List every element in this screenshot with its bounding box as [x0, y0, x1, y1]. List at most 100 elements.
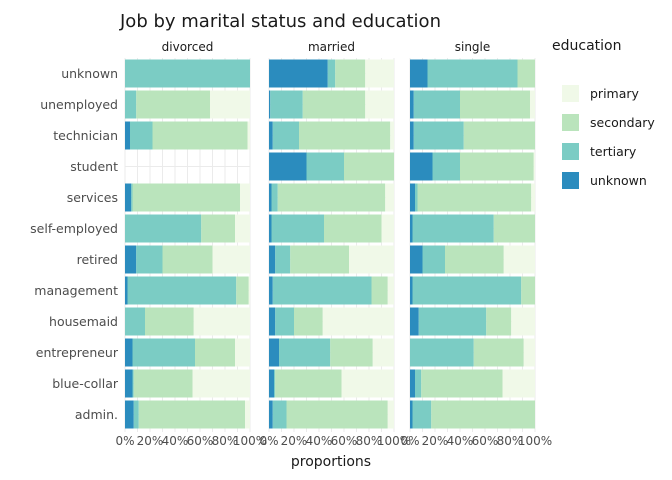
- bar-single-unemployed-tertiary: [413, 90, 460, 119]
- bar-divorced-housemaid-secondary: [145, 307, 194, 336]
- bar-single-unemployed-secondary: [460, 90, 530, 119]
- bar-divorced-housemaid-tertiary: [125, 307, 145, 336]
- bar-married-admin.-tertiary: [272, 400, 287, 429]
- bar-single-retired-secondary: [445, 245, 504, 274]
- legend-swatch-secondary: [562, 114, 579, 131]
- bar-divorced-management-unknown: [125, 276, 128, 305]
- bar-married-retired-tertiary: [275, 245, 291, 274]
- y-tick-label: services: [67, 190, 118, 205]
- bar-divorced-technician-tertiary: [130, 121, 153, 150]
- legend-swatch-tertiary: [562, 143, 579, 160]
- x-tick-label: 40%: [306, 434, 333, 448]
- y-tick-label: student: [70, 159, 118, 174]
- bar-divorced-admin.-secondary: [138, 400, 245, 429]
- bar-divorced-entrepreneur-tertiary: [132, 338, 195, 367]
- x-tick-label: 40%: [447, 434, 474, 448]
- chart-title: Job by marital status and education: [119, 11, 441, 32]
- bar-single-unemployed-primary: [530, 90, 535, 119]
- bar-single-admin.-tertiary: [412, 400, 432, 429]
- bar-married-blue-collar-unknown: [269, 369, 274, 398]
- x-tick-label: 20%: [137, 434, 164, 448]
- x-tick-label: 80%: [212, 434, 239, 448]
- bar-single-blue-collar-tertiary: [415, 369, 422, 398]
- bar-single-unemployed-unknown: [410, 90, 414, 119]
- bar-divorced-technician-primary: [247, 121, 250, 150]
- bar-single-housemaid-primary: [511, 307, 535, 336]
- bar-single-unknown-unknown: [410, 59, 428, 88]
- legend: education primary secondary tertiary unknow…: [552, 38, 655, 189]
- bar-married-self-employed-primary: [381, 214, 394, 243]
- bar-divorced-housemaid-primary: [193, 307, 250, 336]
- bar-single-self-employed-secondary: [493, 214, 535, 243]
- bar-married-management-tertiary: [272, 276, 372, 305]
- x-tick-label: 60%: [331, 434, 358, 448]
- bar-married-technician-secondary: [299, 121, 391, 150]
- bar-married-unemployed-unknown: [269, 90, 271, 119]
- bar-single-services-unknown: [410, 183, 415, 212]
- y-tick-label: management: [34, 283, 118, 298]
- bar-divorced-admin.-tertiary: [133, 400, 139, 429]
- bar-married-services-tertiary: [271, 183, 278, 212]
- bar-married-entrepreneur-secondary: [330, 338, 373, 367]
- x-tick-label: 60%: [472, 434, 499, 448]
- bar-married-retired-secondary: [290, 245, 349, 274]
- y-tick-label: entrepreneur: [36, 345, 119, 360]
- bar-single-admin.-unknown: [410, 400, 413, 429]
- x-tick-label: 100%: [233, 434, 267, 448]
- bar-married-management-unknown: [269, 276, 273, 305]
- bar-divorced-blue-collar-secondary: [133, 369, 193, 398]
- bar-single-student-unknown: [410, 152, 433, 181]
- bar-married-entrepreneur-unknown: [269, 338, 279, 367]
- bar-single-student-tertiary: [432, 152, 460, 181]
- bar-divorced-technician-unknown: [125, 121, 130, 150]
- bar-married-self-employed-unknown: [269, 214, 272, 243]
- x-tick-label: 20%: [281, 434, 308, 448]
- bar-single-technician-secondary: [463, 121, 535, 150]
- bar-married-unknown-tertiary: [327, 59, 336, 88]
- x-tick-label: 100%: [377, 434, 411, 448]
- legend-label-secondary: secondary: [590, 115, 655, 130]
- bar-divorced-services-tertiary: [131, 183, 133, 212]
- bar-divorced-management-secondary: [236, 276, 249, 305]
- panel-strip-married: married: [308, 40, 355, 54]
- bar-divorced-self-employed-tertiary: [125, 214, 202, 243]
- bar-married-services-primary: [385, 183, 394, 212]
- bar-divorced-retired-secondary: [162, 245, 213, 274]
- bar-divorced-entrepreneur-secondary: [195, 338, 235, 367]
- bar-single-student-secondary: [460, 152, 534, 181]
- panel-married: married 0% 20%40%60%80%100%: [259, 40, 411, 448]
- bar-married-management-primary: [387, 276, 394, 305]
- bar-single-entrepreneur-secondary: [473, 338, 524, 367]
- bar-single-self-employed-tertiary: [412, 214, 494, 243]
- bar-married-entrepreneur-tertiary: [279, 338, 331, 367]
- bar-married-unknown-unknown: [269, 59, 328, 88]
- bar-married-blue-collar-tertiary: [274, 369, 276, 398]
- bar-divorced-unknown-tertiary: [125, 59, 250, 88]
- bar-single-technician-unknown: [410, 121, 414, 150]
- bar-divorced-unemployed-tertiary: [125, 90, 137, 119]
- bar-single-admin.-secondary: [431, 400, 535, 429]
- x-tick-label: 0%: [400, 434, 419, 448]
- bar-divorced-admin.-unknown: [125, 400, 134, 429]
- legend-swatch-primary: [562, 85, 579, 102]
- bar-divorced-services-secondary: [132, 183, 240, 212]
- bar-divorced-self-employed-secondary: [201, 214, 235, 243]
- legend-label-unknown: unknown: [590, 173, 647, 188]
- y-tick-label: retired: [77, 252, 118, 267]
- bar-single-housemaid-tertiary: [418, 307, 487, 336]
- bar-married-admin.-secondary: [286, 400, 388, 429]
- y-tick-label: unemployed: [40, 97, 118, 112]
- bar-single-retired-unknown: [410, 245, 423, 274]
- legend-swatch-unknown: [562, 172, 579, 189]
- bar-single-unknown-secondary: [517, 59, 535, 88]
- bar-married-retired-unknown: [269, 245, 276, 274]
- x-tick-label: 40%: [162, 434, 189, 448]
- panel-strip-divorced: divorced: [162, 40, 214, 54]
- bar-married-admin.-unknown: [269, 400, 273, 429]
- bar-single-retired-tertiary: [422, 245, 445, 274]
- bar-married-housemaid-secondary: [294, 307, 323, 336]
- bar-married-entrepreneur-primary: [372, 338, 394, 367]
- bar-single-blue-collar-secondary: [421, 369, 503, 398]
